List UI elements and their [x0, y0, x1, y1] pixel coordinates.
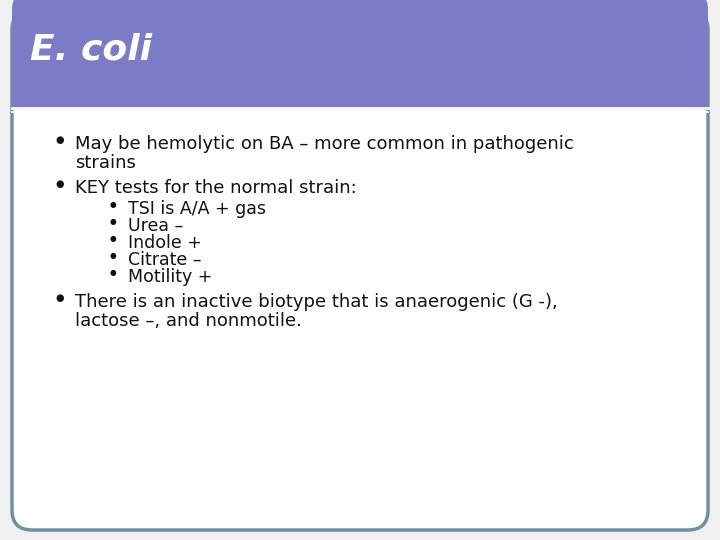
FancyBboxPatch shape	[12, 10, 708, 530]
FancyBboxPatch shape	[12, 0, 708, 110]
Text: ●: ●	[110, 217, 117, 226]
Text: strains: strains	[75, 154, 136, 172]
Text: May be hemolytic on BA – more common in pathogenic: May be hemolytic on BA – more common in …	[75, 135, 574, 153]
Text: KEY tests for the normal strain:: KEY tests for the normal strain:	[75, 179, 356, 197]
Text: ●: ●	[110, 251, 117, 260]
Bar	[12, 88, 708, 110]
Text: Citrate –: Citrate –	[128, 251, 202, 269]
Text: Motility +: Motility +	[128, 268, 212, 286]
Text: ●: ●	[110, 200, 117, 209]
Text: ●: ●	[55, 293, 63, 303]
Text: ●: ●	[110, 234, 117, 243]
Text: Indole +: Indole +	[128, 234, 202, 252]
Text: There is an inactive biotype that is anaerogenic (G -),: There is an inactive biotype that is ana…	[75, 293, 558, 311]
Text: ●: ●	[55, 135, 63, 145]
Text: lactose –, and nonmotile.: lactose –, and nonmotile.	[75, 312, 302, 330]
Text: ●: ●	[110, 268, 117, 277]
Text: Urea –: Urea –	[128, 217, 184, 235]
Text: E. coli: E. coli	[30, 33, 152, 67]
Text: TSI is A/A + gas: TSI is A/A + gas	[128, 200, 266, 218]
Text: ●: ●	[55, 179, 63, 189]
